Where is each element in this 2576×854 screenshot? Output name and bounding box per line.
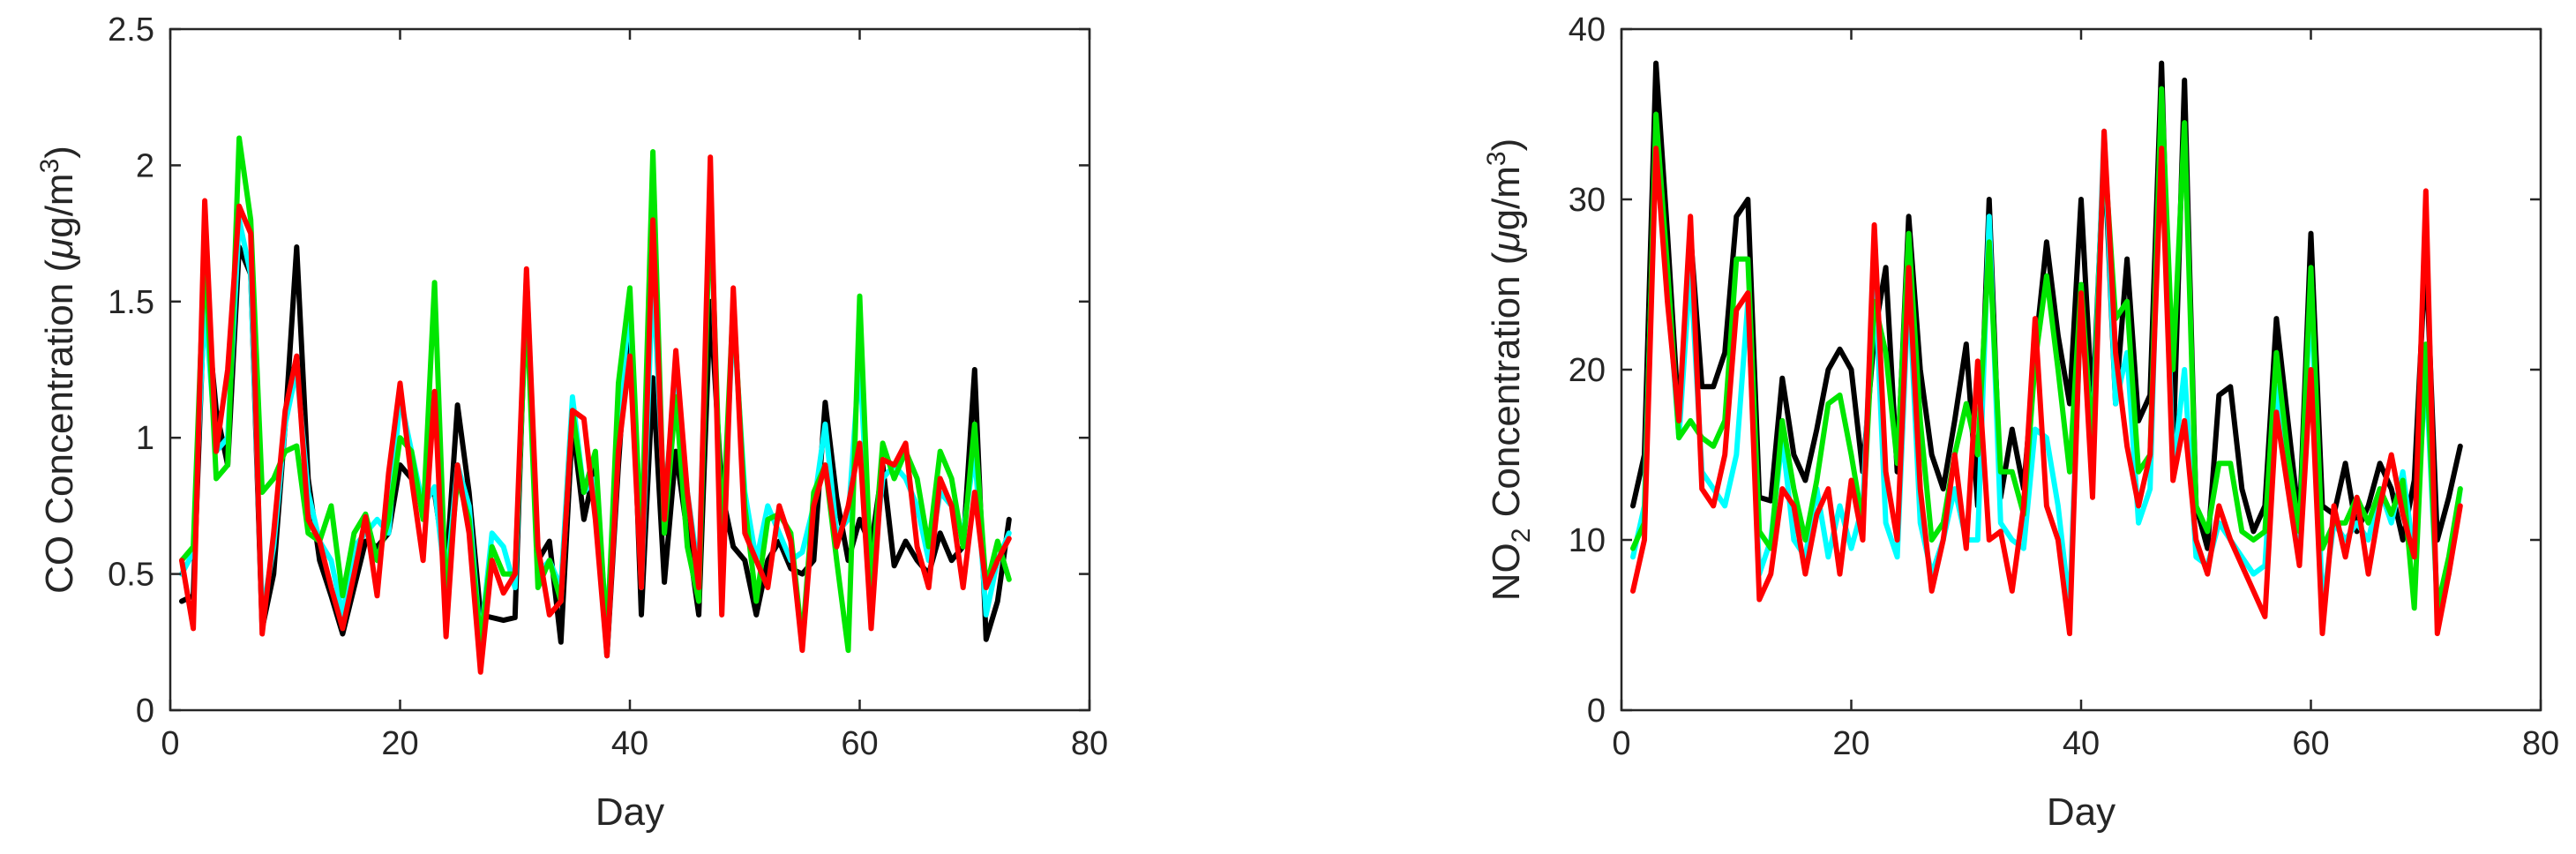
no2-x-tick-label: 40 xyxy=(2063,725,2100,762)
co-y-axis-label: CO Concentration (μg/m3) xyxy=(35,146,81,594)
no2-x-tick-label: 80 xyxy=(2522,725,2559,762)
no2-x-tick-label: 60 xyxy=(2292,725,2329,762)
co-x-tick-label: 40 xyxy=(611,725,648,762)
no2-series-red xyxy=(1630,128,2463,637)
no2-y-tick-label: 0 xyxy=(1587,693,1606,730)
no2-x-tick-label: 20 xyxy=(1832,725,1869,762)
co-y-tick-label: 0.5 xyxy=(108,557,154,594)
co-y-tick-label: 1 xyxy=(136,420,154,457)
no2-y-tick-label: 40 xyxy=(1569,11,1606,49)
co-concentration-chart: 0 20 40 60 80 0 0.5 1 1.5 2 2.5 Day CO Concentration… xyxy=(35,11,1108,834)
no2-x-tick-label: 0 xyxy=(1612,725,1630,762)
no2-y-tick-label: 10 xyxy=(1569,522,1606,559)
no2-concentration-chart: 0 20 40 60 80 0 10 20 30 40 Day NO2 Concentration (… xyxy=(1482,11,2559,834)
co-x-tick-label: 0 xyxy=(161,725,179,762)
co-x-tick-label: 60 xyxy=(841,725,878,762)
co-y-tick-label: 2.5 xyxy=(108,11,154,49)
no2-y-tick-label: 30 xyxy=(1569,182,1606,219)
co-y-tick-label: 0 xyxy=(136,693,154,730)
co-y-tick-label: 1.5 xyxy=(108,284,154,321)
co-y-tick-label: 2 xyxy=(136,147,154,184)
co-x-axis-label: Day xyxy=(595,790,664,834)
co-x-tick-label: 80 xyxy=(1071,725,1108,762)
no2-y-axis-label: NO2 Concentration (μg/m3) xyxy=(1482,139,1536,602)
co-x-tick-label: 20 xyxy=(381,725,418,762)
no2-y-tick-label: 20 xyxy=(1569,352,1606,389)
no2-series-green xyxy=(1630,86,2463,611)
no2-x-axis-label: Day xyxy=(2047,790,2115,834)
co-series-red xyxy=(179,154,1012,675)
